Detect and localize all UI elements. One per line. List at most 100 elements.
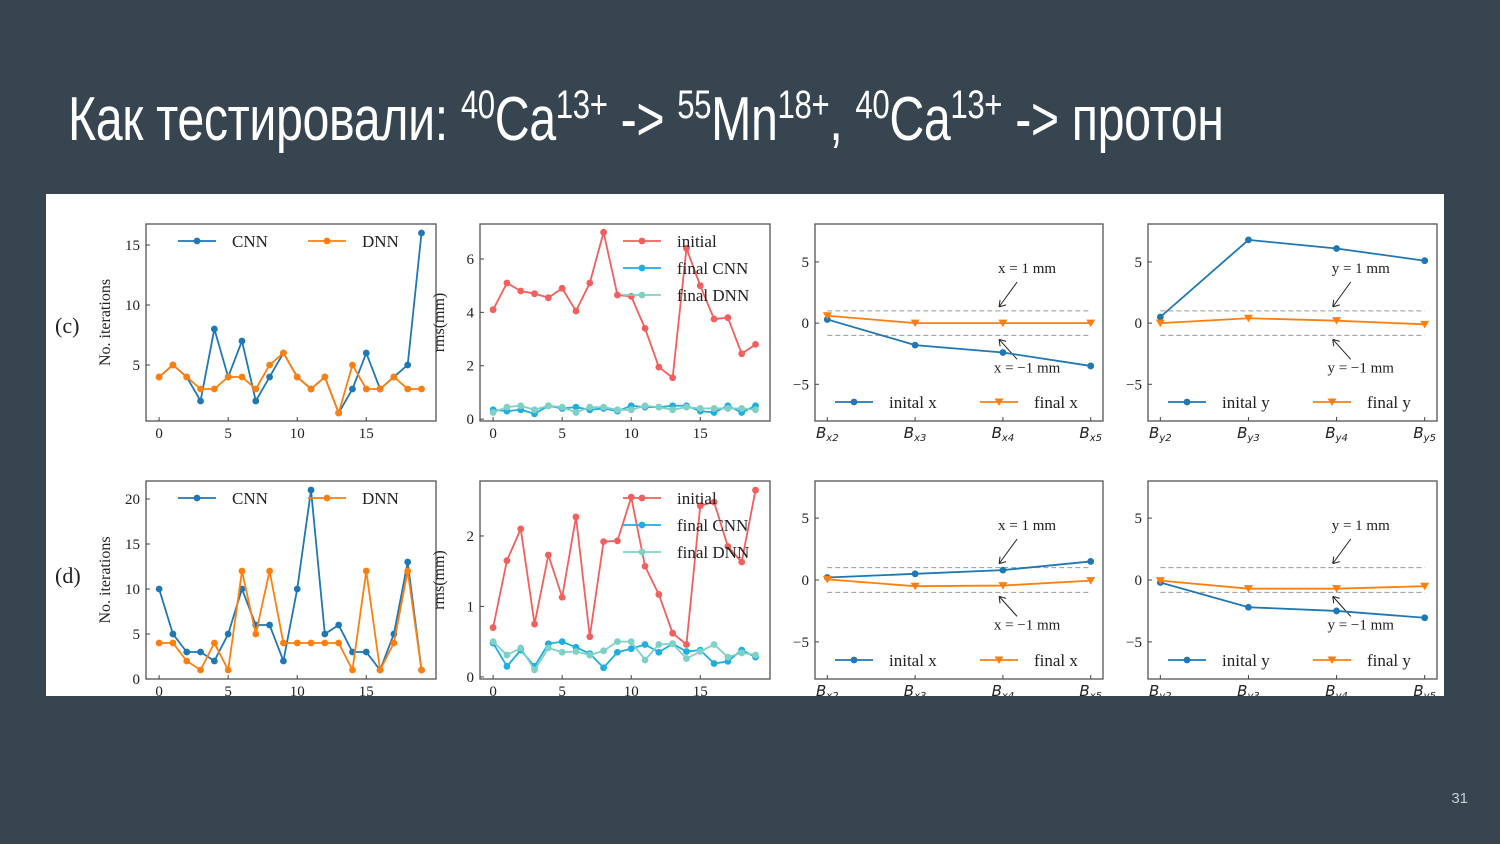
data-point — [252, 630, 260, 638]
data-point — [627, 645, 635, 653]
data-point — [362, 648, 370, 656]
series-final-DNN — [489, 638, 759, 674]
x-tick-label: By3 — [1237, 424, 1260, 444]
charge: 13+ — [950, 83, 1003, 127]
data-point — [252, 385, 260, 393]
data-point — [710, 641, 718, 648]
data-point — [572, 648, 580, 655]
data-point — [1332, 317, 1342, 325]
data-point — [489, 306, 497, 314]
data-point — [669, 374, 677, 382]
data-point — [544, 644, 552, 652]
data-point — [1086, 319, 1096, 328]
data-point — [404, 558, 412, 566]
data-point — [696, 405, 704, 412]
x-tick-label: 5 — [224, 684, 232, 696]
data-point — [1087, 558, 1095, 565]
x-tick-label: 10 — [624, 684, 639, 696]
data-point — [266, 361, 273, 369]
data-point — [655, 363, 663, 371]
data-point — [169, 361, 177, 369]
data-point — [307, 486, 315, 494]
data-point — [683, 648, 690, 655]
charge: 18+ — [777, 83, 830, 127]
data-point — [999, 566, 1007, 574]
data-point — [683, 244, 690, 252]
data-point — [183, 373, 191, 381]
x-tick-label: Bx2 — [816, 424, 839, 444]
data-point — [517, 644, 525, 652]
y-tick-label: −5 — [1126, 635, 1142, 651]
data-point — [627, 406, 635, 414]
data-point — [999, 349, 1007, 356]
data-point — [280, 349, 287, 357]
data-point — [696, 648, 704, 655]
series-inital-y — [1156, 236, 1429, 321]
data-point — [489, 624, 497, 631]
x-tick-label: 0 — [489, 684, 497, 696]
data-point — [169, 630, 177, 638]
data-point — [1156, 313, 1164, 321]
legend-label: CNN — [232, 489, 268, 508]
data-point — [738, 350, 746, 358]
chart-c-y: 5 0 −5 By2 By3 By4 By5 y = 1 mm y = −1 mm inital … — [1126, 223, 1438, 444]
series-line — [1159, 238, 1425, 318]
legend-label: final x — [1034, 393, 1078, 412]
element: Mn — [711, 85, 778, 154]
row-label: (c) — [55, 313, 79, 338]
y-tick-label: −5 — [793, 377, 809, 393]
slide-title: Как тестировали: 40Ca13+ -> 55Mn18+, 40C… — [68, 83, 1224, 155]
data-point — [1155, 577, 1165, 585]
series-line — [827, 578, 1091, 588]
data-point — [224, 666, 232, 674]
y-tick-label: −5 — [1126, 377, 1142, 393]
data-point — [376, 385, 384, 393]
x-tick-label: By2 — [1149, 682, 1172, 696]
data-point — [600, 664, 607, 672]
x-tick-label: By4 — [1325, 682, 1348, 696]
data-point — [280, 657, 287, 665]
series-line — [492, 489, 757, 647]
y-tick-label: 5 — [1135, 511, 1143, 527]
data-point — [724, 653, 732, 661]
data-point — [266, 621, 273, 629]
data-point — [1333, 607, 1340, 615]
data-point — [503, 557, 511, 565]
data-point — [710, 405, 718, 412]
data-point — [1155, 319, 1165, 328]
data-point — [638, 548, 646, 556]
x-tick-label: Bx4 — [992, 682, 1015, 696]
data-point — [1332, 585, 1342, 593]
legend-label: CNN — [232, 232, 268, 251]
data-point — [710, 315, 718, 323]
data-point — [1243, 585, 1253, 593]
y-tick-label: 15 — [125, 238, 140, 254]
y-axis-label: No. iterations — [97, 536, 114, 623]
data-point — [517, 287, 525, 295]
data-point — [503, 403, 511, 411]
x-tick-label: Bx4 — [992, 424, 1015, 444]
arrow-icon — [998, 338, 1018, 360]
x-tick-label: 0 — [155, 426, 163, 442]
legend-label: final y — [1367, 393, 1411, 412]
data-point — [655, 648, 663, 656]
annotation-label: x = −1 mm — [994, 360, 1061, 376]
data-point — [544, 551, 552, 559]
mass-number: 40 — [855, 83, 890, 127]
series-initial — [489, 228, 759, 382]
data-point — [307, 385, 315, 393]
annotation-label: y = −1 mm — [1327, 617, 1394, 633]
arrow-icon — [998, 281, 1018, 308]
data-point — [238, 373, 246, 381]
x-tick-label: By5 — [1413, 682, 1436, 696]
data-point — [600, 538, 607, 545]
series-DNN — [155, 567, 425, 674]
y-tick-label: 1 — [467, 599, 475, 615]
chart-d-rms: 0 1 2 0 5 10 15 rms(mm) initial final CNN final DN… — [431, 480, 771, 696]
data-point — [558, 593, 566, 601]
series-final-DNN — [489, 402, 759, 416]
x-tick-label: 5 — [224, 426, 232, 442]
data-point — [911, 341, 919, 349]
y-axis-label: No. iterations — [97, 279, 114, 366]
